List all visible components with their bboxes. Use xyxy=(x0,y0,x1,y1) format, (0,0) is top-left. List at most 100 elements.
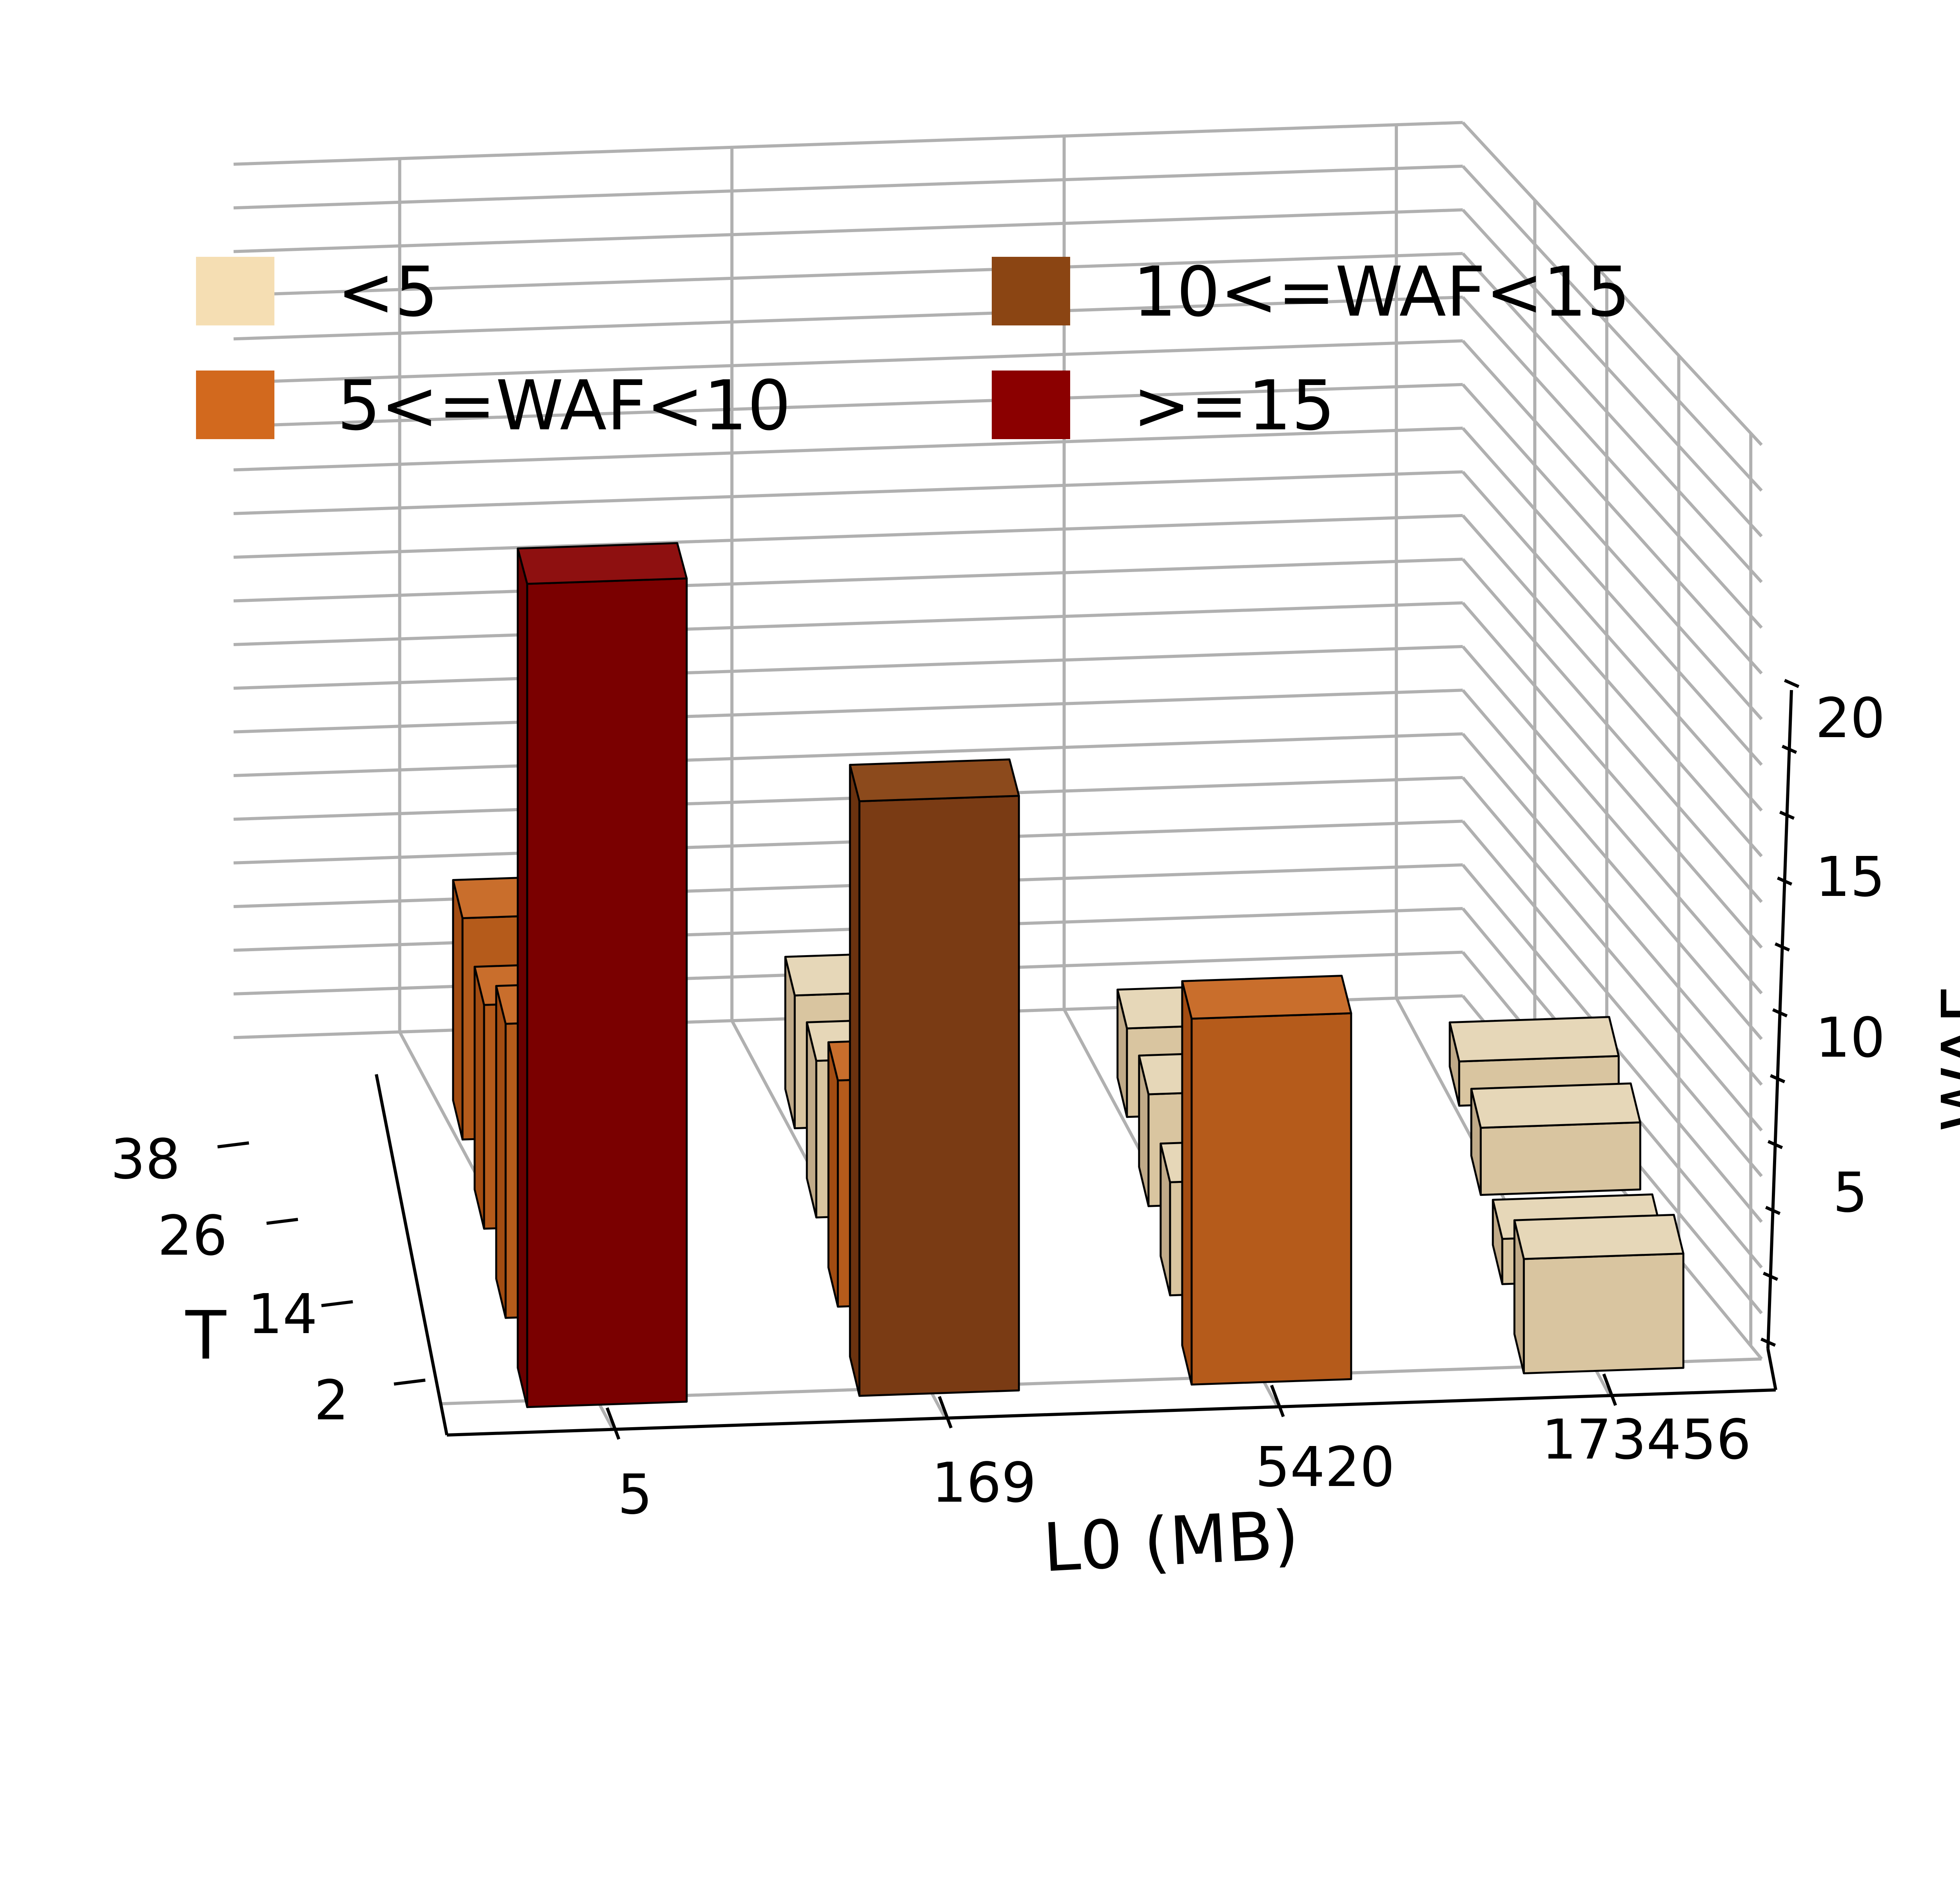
z-tick xyxy=(1774,942,1790,952)
grid-line-back-h xyxy=(233,688,1463,734)
grid-line-back-h xyxy=(233,164,1463,210)
bar-side-face xyxy=(452,879,464,1141)
grid-line-side-h xyxy=(1461,165,1763,492)
labels: L0 (MB) T WAF xyxy=(185,986,1960,1587)
bar xyxy=(1191,1012,1352,1386)
z-tick xyxy=(1767,1140,1783,1149)
y-tick-label: 2 xyxy=(314,1369,349,1433)
x-tick-label: 173456 xyxy=(1542,1408,1751,1472)
x-tick-label: 5 xyxy=(617,1463,652,1527)
z-tick xyxy=(1762,1272,1779,1281)
grid-line-side-h xyxy=(1461,689,1763,1040)
bar-side-face xyxy=(474,966,485,1230)
grid-line-back-h xyxy=(233,470,1463,515)
grid-line-back-h xyxy=(233,732,1463,778)
bar-side-face xyxy=(517,547,528,1408)
grid-line-back-h xyxy=(233,383,1463,428)
bar-top-face xyxy=(1470,1082,1641,1129)
bar-side-face xyxy=(1181,980,1193,1386)
x-tick-label: 169 xyxy=(931,1451,1036,1515)
bar xyxy=(1479,1121,1641,1196)
bar xyxy=(526,577,688,1408)
x-axis-title: L0 (MB) xyxy=(1041,1496,1301,1587)
z-axis-line xyxy=(1766,690,1793,1349)
grid-line-side-h xyxy=(1461,296,1763,629)
grid-line-side-h xyxy=(1461,733,1763,1086)
grid-line-side-h xyxy=(1461,121,1763,446)
bar-top-face xyxy=(1513,1213,1684,1260)
grid-line-side-h xyxy=(1461,252,1763,583)
grid-line-back-h xyxy=(233,776,1463,821)
z-axis-title: WAF xyxy=(1928,986,1960,1132)
y-tick-label: 26 xyxy=(158,1204,227,1268)
grid-line-back-h xyxy=(233,121,1463,166)
z-tick xyxy=(1777,876,1793,886)
bar-top-face xyxy=(849,758,1020,803)
axes: 5 169 5420 173456 2 14 26 38 5 10 15 20 xyxy=(111,679,1885,1527)
z-tick xyxy=(1772,1008,1788,1017)
grid-line-back-h xyxy=(233,339,1463,384)
grid-line-side-h xyxy=(1461,776,1763,1132)
legend-swatch xyxy=(992,257,1070,325)
y-tick xyxy=(266,1218,298,1225)
grid-line-back-h xyxy=(233,601,1463,646)
y-tick xyxy=(321,1300,353,1307)
bar xyxy=(1523,1252,1684,1375)
grid-line-side-h xyxy=(1461,209,1763,538)
y-tick xyxy=(217,1141,249,1148)
grid-panes xyxy=(233,121,1763,1430)
z-tick-label: 15 xyxy=(1815,845,1885,909)
bars xyxy=(452,542,1684,1408)
bar-top-face xyxy=(1448,1016,1620,1063)
x-tick-label: 5420 xyxy=(1255,1435,1395,1499)
grid-line-back-h xyxy=(233,645,1463,690)
bar-side-face xyxy=(827,1041,839,1308)
z-tick xyxy=(1784,679,1800,688)
legend-swatch xyxy=(196,257,274,325)
z-tick xyxy=(1779,810,1795,820)
grid-line-back-h xyxy=(233,863,1463,908)
z-tick-label: 20 xyxy=(1815,687,1885,750)
z-tick-label: 10 xyxy=(1815,1006,1885,1070)
grid-line-side-h xyxy=(1461,383,1763,720)
x-tick xyxy=(606,1407,621,1440)
grid-line-side-h xyxy=(1461,514,1763,857)
grid-line-back-h xyxy=(233,208,1463,253)
grid-line-side-h xyxy=(1461,427,1763,766)
bar xyxy=(858,795,1020,1397)
grid-line-side-h xyxy=(1461,645,1763,995)
legend-label: 5<=WAF<10 xyxy=(337,366,791,446)
bar-side-face xyxy=(849,764,860,1397)
grid-line-side-h xyxy=(1461,820,1763,1177)
z-axis-base xyxy=(1766,1348,1777,1390)
grid-line-back-h xyxy=(233,427,1463,472)
legend-label: <5 xyxy=(337,253,438,332)
x-tick xyxy=(1602,1373,1617,1406)
grid-line-side-h xyxy=(1461,558,1763,903)
y-tick-label: 14 xyxy=(248,1283,318,1346)
y-tick-label: 38 xyxy=(111,1128,180,1192)
grid-line-back-h xyxy=(233,295,1463,341)
y-axis-line xyxy=(375,1074,448,1435)
grid-line-back-h xyxy=(233,907,1463,952)
x-tick xyxy=(1270,1384,1285,1417)
legend-label: >=15 xyxy=(1133,366,1335,446)
bar-top-face xyxy=(1181,975,1352,1020)
grid-line-back-h xyxy=(233,252,1463,297)
grid-line-back-h xyxy=(233,558,1463,603)
x-axis-line xyxy=(446,1388,1776,1437)
legend-swatch xyxy=(196,371,274,439)
legend: <5 10<=WAF<15 5<=WAF<10 >=15 xyxy=(196,253,1630,446)
grid-line-side-h xyxy=(1461,340,1763,675)
z-tick xyxy=(1781,745,1797,754)
z-tick xyxy=(1769,1074,1786,1083)
x-tick xyxy=(938,1396,953,1429)
z-tick xyxy=(1760,1337,1776,1347)
grid-line-side-h xyxy=(1461,470,1763,812)
bar-side-face xyxy=(495,985,507,1319)
bar-top-face xyxy=(517,542,688,585)
z-tick xyxy=(1765,1206,1781,1215)
grid-line-side-h xyxy=(1461,601,1763,949)
legend-swatch xyxy=(992,371,1070,439)
